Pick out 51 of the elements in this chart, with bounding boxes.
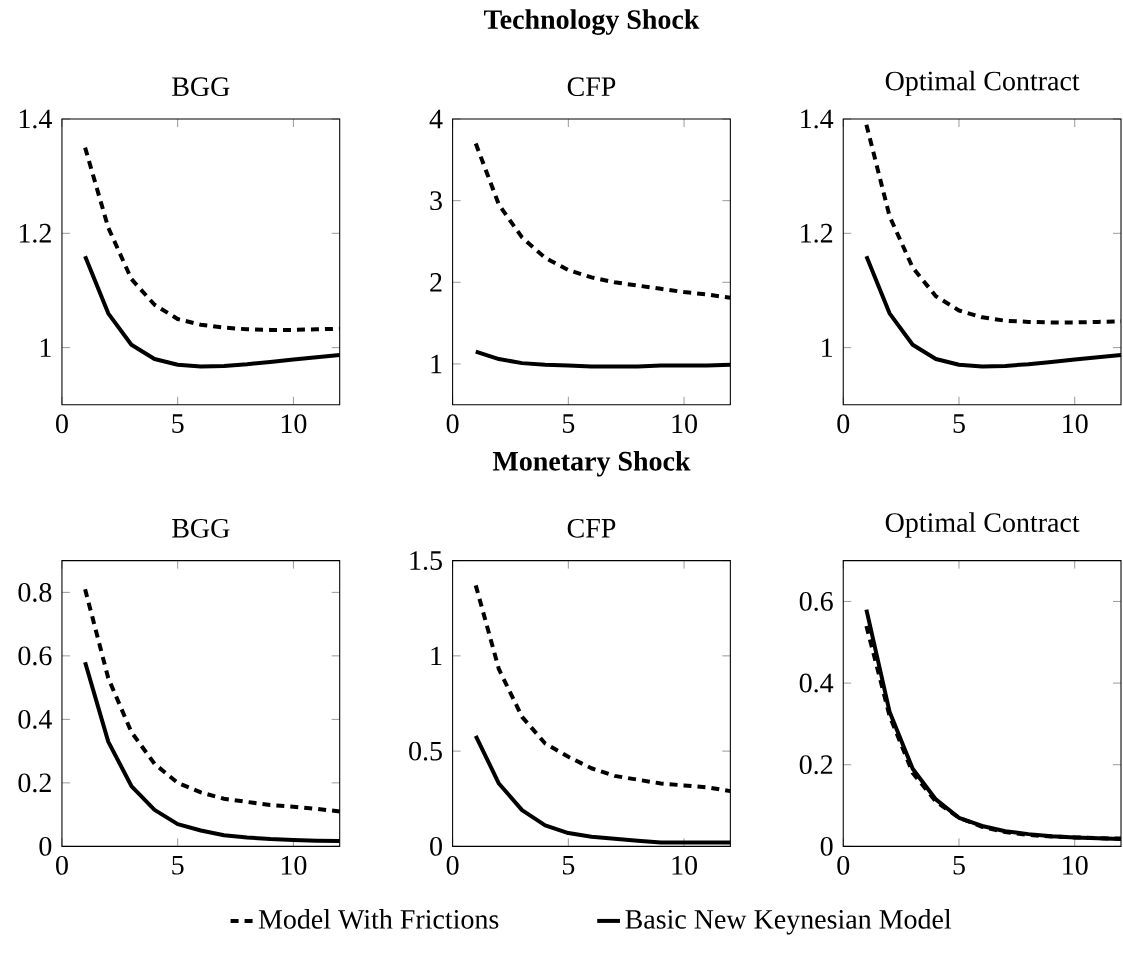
y-tick-label: 1: [431, 646, 442, 665]
y-tick-label: 0.6: [18, 646, 52, 666]
chart-title: CFP: [567, 77, 616, 96]
x-tick-label: 0: [837, 855, 850, 875]
x-tick-label: 5: [562, 855, 575, 875]
y-tick-label: 0.6: [799, 591, 833, 611]
y-tick-label: 1.2: [801, 223, 833, 243]
y-tick-label: 2: [430, 272, 442, 292]
text: Monetary Shock: [492, 450, 691, 477]
x-tick-label: 0: [837, 414, 850, 434]
x-tick-label: 5: [953, 855, 965, 875]
y-tick-label: 0.4: [799, 673, 834, 693]
y-tick-label: 0: [430, 836, 442, 856]
chart-title: Optimal Contract: [885, 70, 1080, 96]
y-tick-label: 1: [431, 354, 442, 374]
y-tick-label: 0: [820, 836, 833, 856]
chart-title: BGG: [172, 77, 230, 96]
x-tick-label: 10: [672, 414, 697, 434]
x-tick-label: 5: [172, 414, 184, 433]
x-tick-label: 0: [446, 414, 459, 434]
y-tick-label: 1: [822, 338, 832, 357]
y-tick-label: 0.4: [18, 709, 52, 729]
chart-title: CFP: [567, 518, 616, 538]
y-tick-label: 1.5: [410, 551, 442, 570]
x-tick-label: 5: [172, 855, 184, 875]
y-tick-label: 3: [430, 191, 442, 210]
x-tick-label: 10: [1063, 414, 1088, 434]
y-tick-label: 0.2: [18, 773, 51, 793]
y-tick-label: 0.2: [799, 755, 833, 775]
x-tick-label: 5: [953, 414, 965, 433]
y-tick-label: 1.4: [19, 109, 52, 129]
x-tick-label: 0: [56, 414, 68, 434]
chart-title: Optimal Contract: [885, 512, 1080, 538]
chart-title: BGG: [172, 518, 230, 538]
y-tick-label: 4: [429, 109, 443, 129]
x-tick-label: 0: [56, 855, 68, 875]
x-tick-label: 0: [446, 855, 459, 875]
y-tick-label: 0.8: [18, 582, 52, 602]
y-tick-label: 1.4: [801, 109, 834, 129]
x-tick-label: 10: [672, 855, 697, 875]
legend-label: Model With Frictions: [258, 908, 499, 929]
x-tick-label: 10: [1063, 855, 1088, 875]
legend-label: Basic New Keynesian Model: [625, 908, 952, 935]
text: Technology Shock: [484, 9, 700, 35]
x-tick-label: 5: [562, 414, 575, 433]
y-tick-label: 0.5: [409, 741, 442, 761]
y-tick-label: 1: [40, 338, 51, 357]
y-tick-label: 0: [39, 836, 52, 856]
x-tick-label: 10: [281, 414, 307, 434]
y-tick-label: 1.2: [19, 223, 51, 243]
x-tick-label: 10: [281, 855, 307, 875]
